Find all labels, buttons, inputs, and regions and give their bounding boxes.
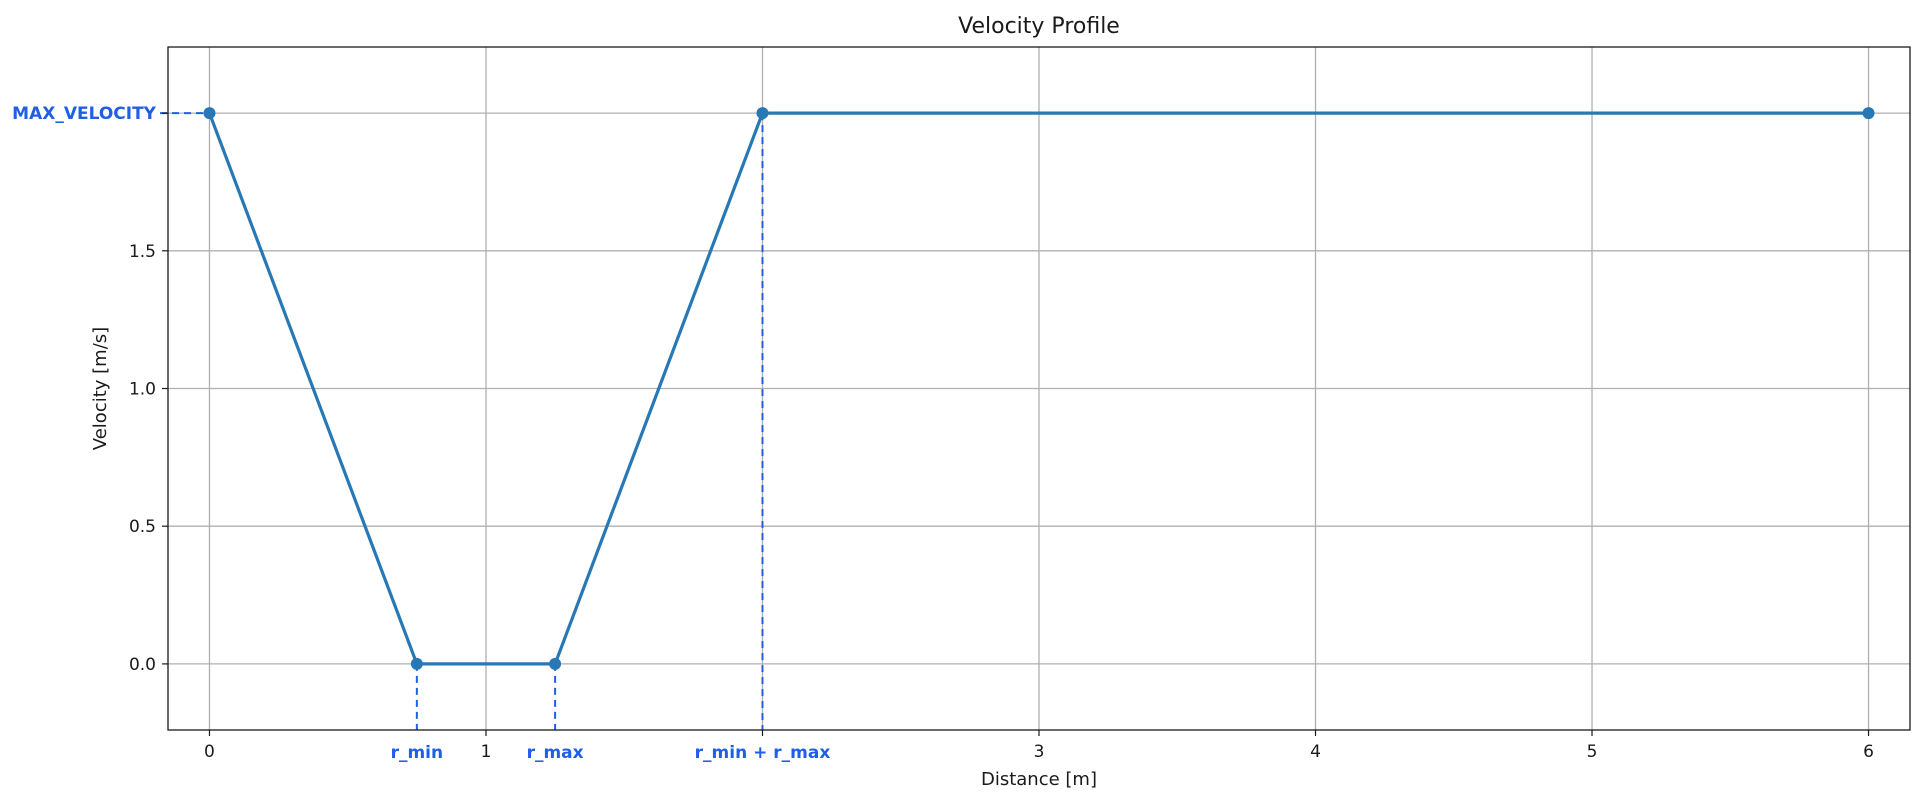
x-tick-label: 4 (1310, 742, 1321, 762)
ticks: 0 1 3 4 5 6 0.0 0.5 1.0 1.5 (129, 112, 1874, 762)
y-tick-label: 1.5 (129, 242, 156, 262)
series (203, 107, 1875, 670)
annotation-label: r_max (527, 743, 584, 763)
y-axis-label: Velocity [m/s] (90, 327, 111, 450)
data-point (549, 657, 562, 670)
x-axis-label: Distance [m] (981, 769, 1097, 790)
annotation-label: MAX_VELOCITY (12, 104, 157, 124)
x-tick-label: 6 (1863, 742, 1874, 762)
x-tick-label: 1 (481, 742, 492, 762)
data-point (203, 107, 216, 120)
data-point (410, 657, 423, 670)
data-point (756, 107, 769, 120)
y-tick-label: 0.5 (129, 517, 156, 537)
data-point (1862, 107, 1875, 120)
x-tick-label: 0 (204, 742, 215, 762)
annotation-lines (160, 112, 764, 730)
grid (168, 47, 1910, 730)
chart-title: Velocity Profile (958, 14, 1120, 39)
x-tick-label: 3 (1034, 742, 1045, 762)
annotation-labels: r_min r_max r_min + r_max MAX_VELOCITY (12, 104, 830, 763)
x-tick-label: 5 (1587, 742, 1598, 762)
y-tick-label: 1.0 (129, 380, 156, 400)
y-tick-label: 0.0 (129, 655, 156, 675)
annotation-label: r_min (391, 743, 444, 763)
annotation-label: r_min + r_max (695, 743, 831, 763)
